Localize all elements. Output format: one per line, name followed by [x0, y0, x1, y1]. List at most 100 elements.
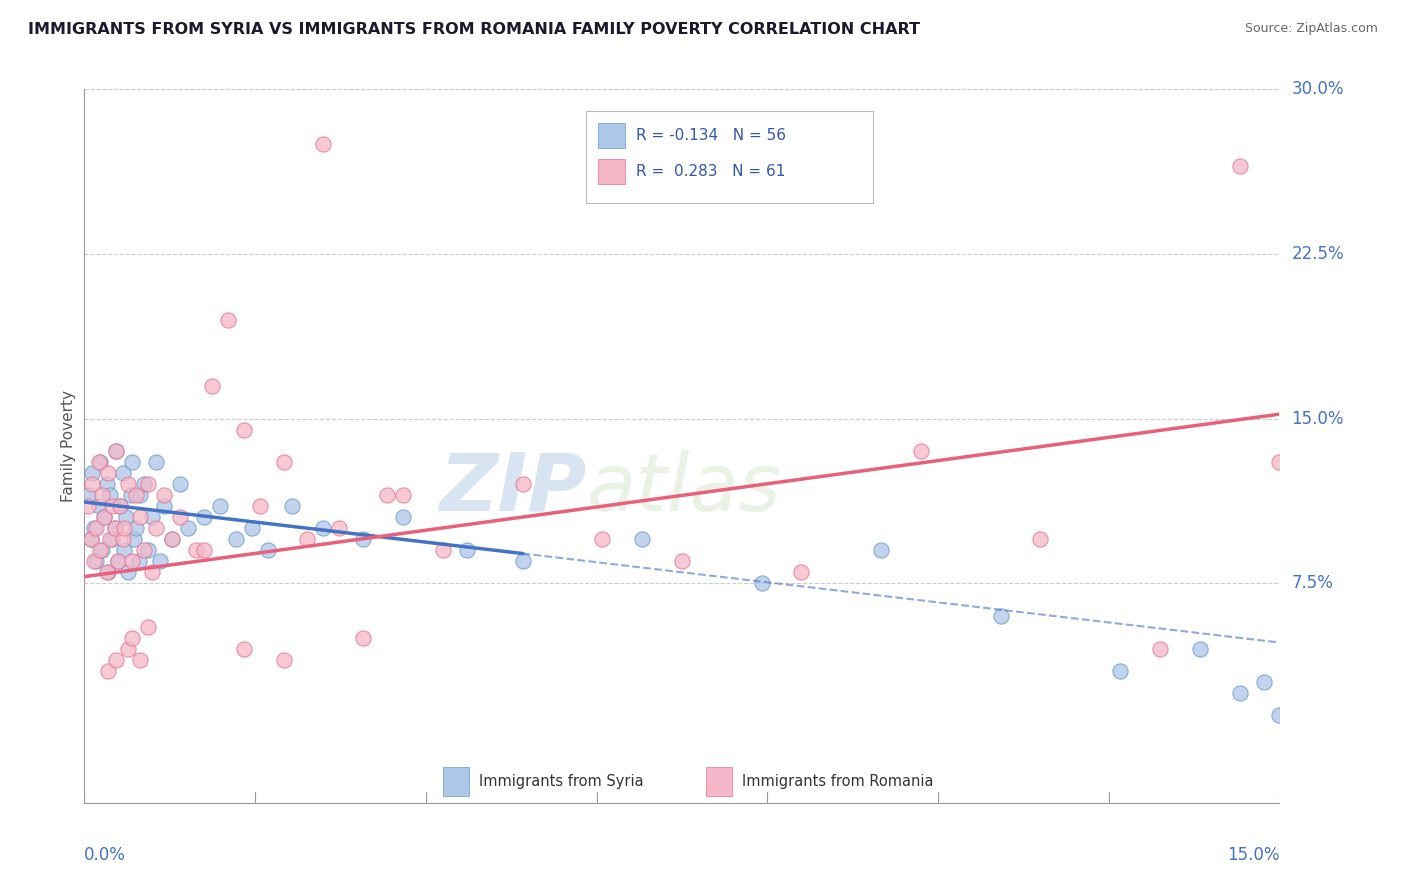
Point [1229, 159, 1251, 173]
Point [112, 543, 135, 558]
Point [80, 533, 103, 547]
Point [121, 631, 143, 645]
Point [280, 500, 302, 514]
Point [87, 500, 110, 514]
Point [111, 467, 134, 481]
Point [256, 543, 278, 558]
Point [153, 488, 176, 502]
Point [312, 521, 335, 535]
Point [273, 455, 295, 469]
Point [111, 533, 134, 547]
Text: Source: ZipAtlas.com: Source: ZipAtlas.com [1244, 22, 1378, 36]
Point [125, 521, 148, 535]
Point [910, 444, 932, 458]
Point [297, 533, 319, 547]
Point [98, 533, 121, 547]
Point [432, 543, 454, 558]
Point [107, 554, 129, 568]
Point [136, 477, 159, 491]
Point [1268, 455, 1291, 469]
Point [990, 609, 1012, 624]
Point [128, 554, 150, 568]
Point [107, 554, 129, 568]
Point [80, 533, 103, 547]
Point [121, 554, 143, 568]
Point [136, 620, 159, 634]
Point [97, 566, 120, 580]
Point [273, 653, 295, 667]
Point [392, 510, 415, 524]
Point [225, 533, 247, 547]
Point [201, 378, 224, 392]
Point [136, 543, 159, 558]
Point [93, 510, 115, 524]
Point [160, 533, 183, 547]
Point [84, 521, 107, 535]
Point [98, 488, 121, 502]
Point [77, 488, 100, 502]
Point [82, 477, 104, 491]
FancyBboxPatch shape [599, 123, 624, 148]
Text: 0.0%: 0.0% [84, 846, 127, 863]
Point [177, 521, 200, 535]
Point [121, 455, 143, 469]
Point [83, 521, 105, 535]
Point [120, 488, 142, 502]
Point [240, 521, 263, 535]
Text: R =  0.283   N = 61: R = 0.283 N = 61 [637, 164, 786, 178]
Point [105, 653, 128, 667]
Point [125, 488, 148, 502]
Y-axis label: Family Poverty: Family Poverty [60, 390, 76, 502]
Point [1229, 686, 1251, 700]
Point [312, 137, 335, 152]
Point [132, 543, 156, 558]
Point [141, 566, 163, 580]
Point [129, 510, 152, 524]
Point [352, 631, 374, 645]
Point [96, 477, 118, 491]
Point [160, 533, 183, 547]
Point [117, 642, 139, 657]
Point [591, 533, 613, 547]
Point [114, 510, 136, 524]
Point [249, 500, 271, 514]
Point [1268, 708, 1291, 723]
Point [90, 543, 112, 558]
Text: R = -0.134   N = 56: R = -0.134 N = 56 [637, 128, 786, 143]
Point [110, 500, 132, 514]
FancyBboxPatch shape [599, 159, 624, 184]
Point [1253, 675, 1275, 690]
Point [101, 500, 124, 514]
Point [751, 576, 773, 591]
Point [392, 488, 415, 502]
Point [153, 500, 176, 514]
Point [93, 510, 115, 524]
FancyBboxPatch shape [586, 111, 873, 203]
Point [193, 543, 215, 558]
Point [790, 566, 813, 580]
Point [145, 521, 167, 535]
Point [149, 554, 172, 568]
Point [122, 533, 145, 547]
Text: Immigrants from Romania: Immigrants from Romania [742, 774, 934, 789]
Point [352, 533, 374, 547]
Text: 30.0%: 30.0% [1291, 80, 1344, 98]
Point [217, 312, 239, 326]
Point [512, 477, 534, 491]
Point [82, 467, 104, 481]
Point [169, 510, 191, 524]
Point [129, 653, 152, 667]
Point [112, 521, 135, 535]
Point [208, 500, 231, 514]
Point [1188, 642, 1211, 657]
Point [90, 488, 112, 502]
Text: 7.5%: 7.5% [1291, 574, 1333, 592]
Point [870, 543, 893, 558]
Point [96, 566, 118, 580]
Point [631, 533, 654, 547]
Point [232, 642, 254, 657]
FancyBboxPatch shape [706, 767, 733, 796]
Point [101, 533, 124, 547]
Point [97, 664, 120, 678]
Point [129, 488, 152, 502]
